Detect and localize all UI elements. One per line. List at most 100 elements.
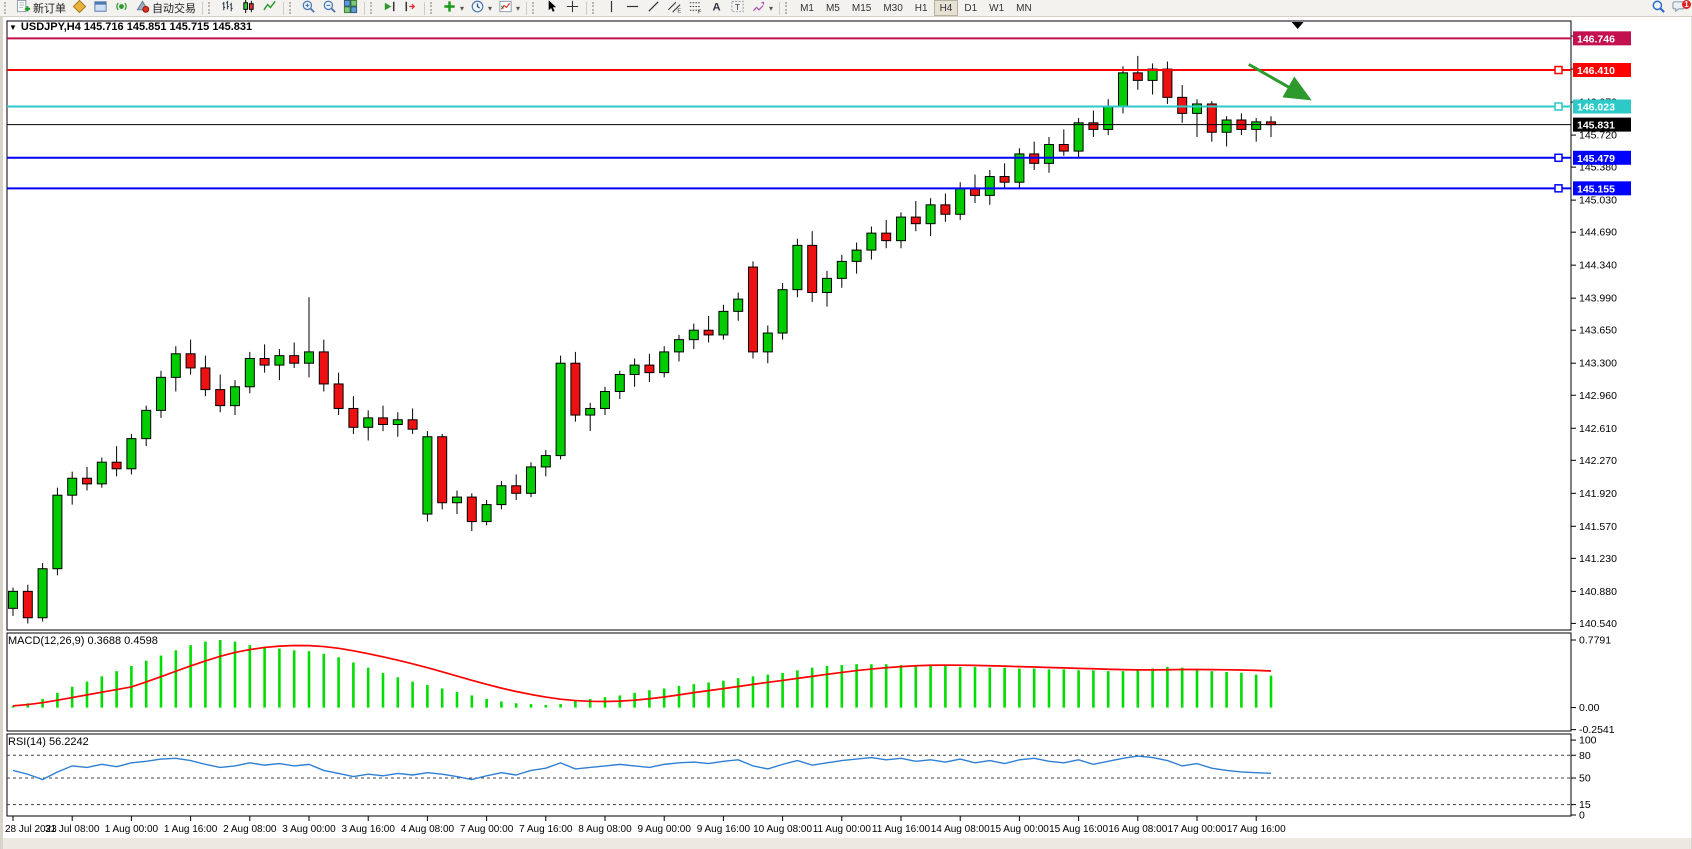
candle-body (422, 436, 433, 515)
trend-arrow-annotation[interactable] (1248, 63, 1312, 101)
templates-button[interactable]: ▾ (495, 0, 523, 16)
candle-body (644, 364, 655, 374)
trendline-button[interactable] (643, 0, 664, 16)
arrows-button[interactable]: ▾ (748, 0, 776, 16)
timeframe-h1-button[interactable]: H1 (909, 0, 934, 16)
toolbar-separator (202, 1, 203, 15)
text-icon: A (709, 0, 724, 17)
candle-body (896, 216, 906, 242)
symbol-ohlc-info: USDJPY,H4 145.716 145.851 145.715 145.83… (20, 21, 253, 33)
line-chart-button[interactable] (259, 0, 280, 16)
timeframe-m30-button[interactable]: M30 (877, 0, 908, 16)
zoom-in-button[interactable] (298, 0, 319, 16)
price-level-label (1573, 31, 1631, 46)
candle-body (851, 249, 862, 262)
price-tick-label: 142.270 (1579, 455, 1617, 467)
auto-scroll-button[interactable] (379, 0, 400, 16)
auto-trading-icon (135, 0, 150, 17)
bar-chart-button[interactable] (217, 0, 238, 16)
candle-body (8, 590, 18, 609)
candles (8, 55, 1276, 624)
tile-windows-button[interactable] (340, 0, 361, 16)
candle-body (111, 461, 122, 470)
crosshair-button[interactable] (562, 0, 583, 16)
time-axis-label: 15 Aug 00:00 (990, 824, 1049, 835)
timeframe-m1-button[interactable]: M1 (794, 0, 820, 16)
candle-body (481, 504, 492, 523)
timeframe-h4-button[interactable]: H4 (933, 0, 959, 16)
level-line-handle[interactable] (1554, 153, 1563, 163)
text-button[interactable]: A (706, 0, 727, 16)
timeframe-mn-button[interactable]: MN (1010, 0, 1038, 16)
signals-button[interactable] (111, 0, 132, 16)
macd-tick-label: 0.00 (1579, 702, 1600, 714)
candle-body (777, 289, 788, 334)
market-watch-button[interactable] (90, 0, 111, 16)
candle-body (37, 568, 48, 619)
macd-pane (6, 632, 1572, 732)
time-axis-label: 2 Aug 08:00 (223, 824, 277, 835)
new-order-button[interactable]: 新订单 (13, 0, 69, 16)
level-line-handle[interactable] (1554, 184, 1563, 193)
fibonacci-button[interactable]: F (685, 0, 706, 16)
candle-body (762, 332, 773, 353)
svg-text:A: A (712, 2, 720, 14)
candle-body (570, 362, 581, 416)
indicators-button[interactable]: ▾ (439, 0, 467, 16)
time-axis-label: 17 Aug 16:00 (1227, 824, 1286, 835)
notifications-button[interactable]: 1 (1669, 0, 1691, 16)
candle-body (363, 417, 374, 428)
auto-trading-button-label: 自动交易 (152, 3, 196, 15)
chart-shift-button[interactable] (400, 0, 421, 16)
vertical-line-button[interactable] (601, 0, 622, 16)
candle-body (1044, 143, 1054, 164)
candle-body (141, 409, 152, 440)
candle-body (259, 357, 270, 366)
time-axis-label: 14 Aug 08:00 (931, 824, 990, 835)
price-tick-label: 141.230 (1579, 553, 1617, 565)
periods-button[interactable]: ▾ (467, 0, 495, 16)
candle-body (733, 298, 744, 312)
new-order-button-label: 新订单 (33, 3, 66, 15)
metaeditor-button[interactable] (69, 0, 90, 16)
candlestick-chart-button[interactable] (238, 0, 259, 16)
price-tick-label: 143.990 (1579, 293, 1617, 305)
equidistant-channel-button[interactable]: E (664, 0, 685, 16)
horizontal-line-button[interactable] (622, 0, 643, 16)
toolbar-separator (586, 1, 588, 15)
chart-window: 146.770146.420146.070145.720145.380145.0… (0, 17, 1692, 849)
zoom-out-button[interactable] (319, 0, 340, 16)
zoom-in-icon (301, 0, 316, 17)
cursor-button[interactable] (541, 0, 562, 16)
price-level-label (1573, 117, 1631, 132)
price-tick-label: 145.030 (1579, 195, 1617, 207)
timeframe-w1-button[interactable]: W1 (983, 0, 1010, 16)
main-pane (6, 20, 1572, 631)
svg-text:T: T (735, 2, 740, 12)
price-level-label-text: 146.746 (1577, 33, 1615, 45)
timeframe-m5-button[interactable]: M5 (820, 0, 846, 16)
dropdown-arrow-icon: ▾ (516, 3, 521, 13)
timeframe-m15-button[interactable]: M15 (846, 0, 877, 16)
toolbar-separator (364, 1, 365, 15)
time-axis-label: 7 Aug 16:00 (519, 824, 573, 835)
candle-body (614, 374, 625, 392)
level-line-handle[interactable] (1554, 102, 1563, 111)
toolbar-separator (526, 1, 528, 15)
text-label-button[interactable]: T (727, 0, 748, 16)
symbol-collapse-icon[interactable]: ▼ (9, 22, 17, 32)
search-button[interactable] (1648, 0, 1669, 16)
candle-body (1251, 121, 1262, 130)
candle-body (244, 357, 255, 388)
chart-shift-marker[interactable] (1291, 22, 1304, 29)
level-line-handle[interactable] (1554, 65, 1563, 75)
price-tick-label: 142.960 (1579, 390, 1617, 402)
price-level-label (1573, 63, 1631, 78)
timeframe-d1-button[interactable]: D1 (958, 0, 983, 16)
price-tick-label: 140.880 (1579, 586, 1617, 598)
candle-body (200, 367, 211, 391)
templates-icon (498, 0, 513, 17)
toolbar-grip (208, 2, 214, 14)
time-axis-label: 15 Aug 16:00 (1049, 824, 1108, 835)
auto-trading-button[interactable]: 自动交易 (132, 0, 199, 16)
